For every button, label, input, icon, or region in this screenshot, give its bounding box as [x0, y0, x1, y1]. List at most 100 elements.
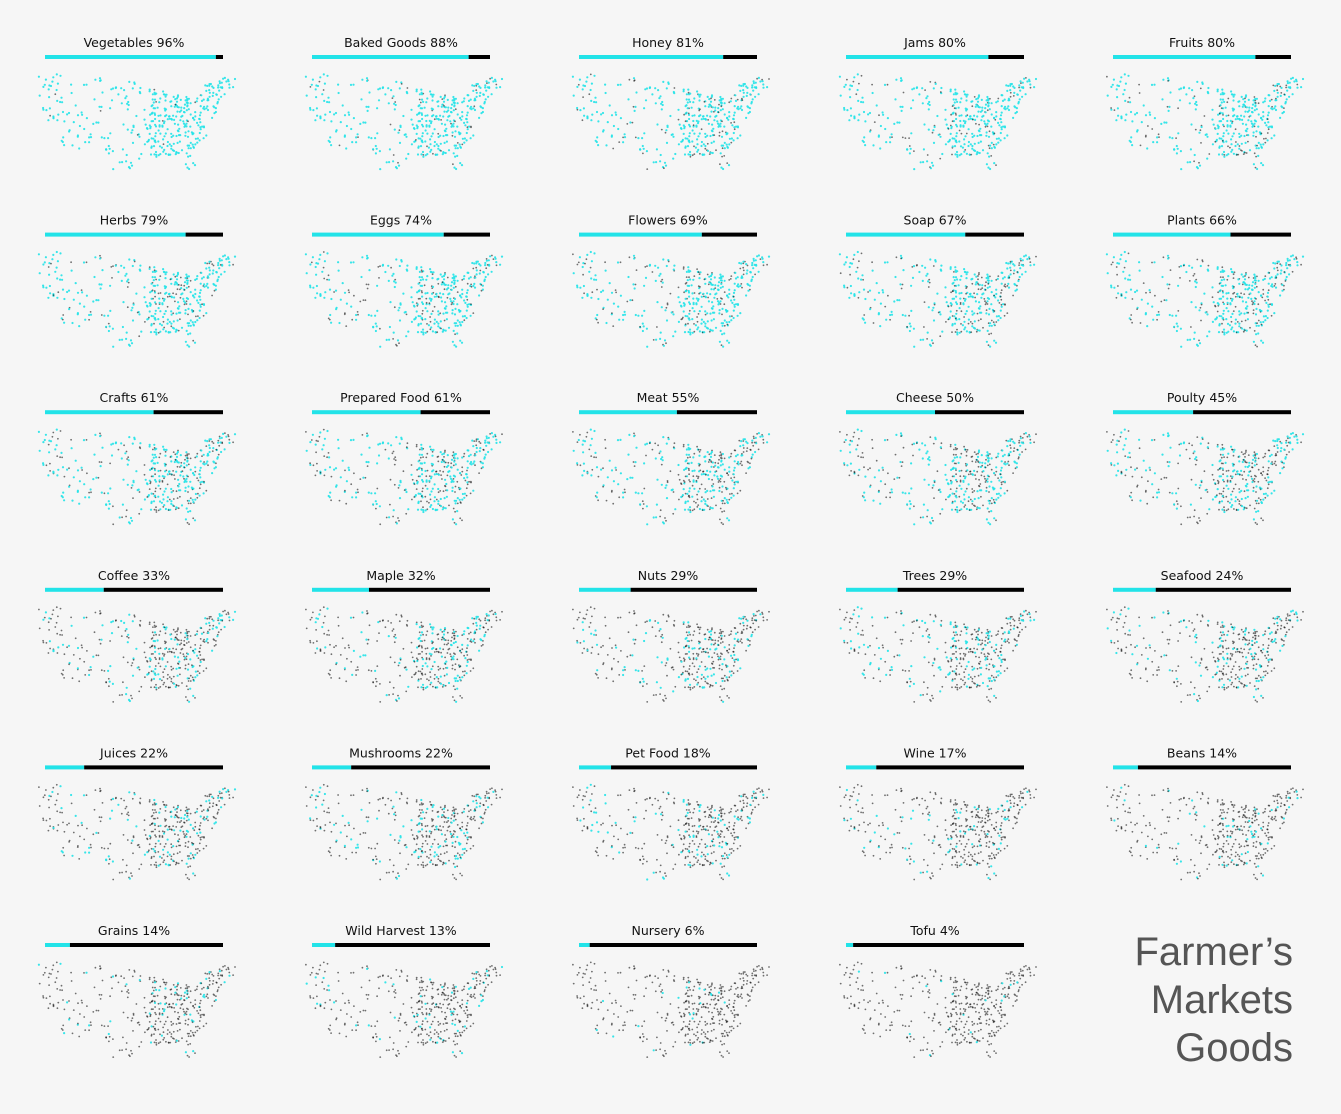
market-dot: [387, 87, 390, 90]
market-dot: [216, 457, 219, 460]
market-dot: [722, 167, 725, 171]
market-dot: [47, 443, 50, 446]
market-dot: [463, 477, 466, 480]
market-dot: [735, 125, 738, 128]
market-dot: [1165, 121, 1168, 124]
market-dot: [444, 151, 447, 155]
market-dot: [983, 122, 987, 125]
market-dot: [1232, 292, 1234, 295]
market-dot: [425, 278, 428, 281]
market-dot: [722, 144, 725, 147]
market-dot: [185, 273, 188, 276]
market-dot: [1190, 301, 1193, 304]
market-dot: [956, 153, 959, 156]
market-dot: [125, 450, 128, 453]
market-dot: [478, 272, 481, 275]
panel: Jams 80%: [838, 35, 1038, 171]
market-dot: [1255, 285, 1258, 288]
market-dot: [157, 318, 160, 321]
market-dot: [869, 130, 872, 133]
market-dot: [374, 322, 377, 325]
market-dot: [203, 283, 206, 286]
market-dot: [100, 314, 103, 316]
market-dot: [860, 278, 863, 281]
market-dot: [56, 82, 60, 85]
market-dot: [586, 294, 589, 297]
market-dot: [662, 80, 665, 83]
market-dot: [70, 438, 72, 441]
market-dot: [326, 278, 328, 281]
market-dot: [1286, 80, 1289, 83]
market-dot: [185, 300, 188, 303]
market-dot: [1194, 285, 1197, 289]
market-dot: [1270, 98, 1273, 101]
market-dot: [330, 321, 333, 324]
market-dot: [716, 122, 720, 125]
market-dot: [188, 523, 191, 526]
market-dot: [456, 457, 459, 460]
market-dot: [422, 155, 425, 158]
market-dot: [1238, 310, 1241, 313]
market-dot: [973, 292, 975, 295]
market-dot: [1281, 106, 1284, 109]
market-dot: [1284, 102, 1287, 105]
market-dot: [939, 157, 942, 160]
market-dot: [965, 292, 967, 295]
market-dot: [1033, 263, 1036, 266]
market-dot: [1029, 86, 1032, 89]
market-dot: [218, 82, 221, 85]
market-dot: [153, 322, 155, 325]
market-dot: [433, 318, 436, 321]
market-dot: [168, 473, 171, 475]
market-dot: [1139, 322, 1142, 324]
market-dot: [84, 141, 87, 144]
market-dot: [466, 469, 468, 472]
market-dot: [741, 286, 743, 289]
market-dot: [421, 135, 424, 138]
market-dot: [713, 296, 716, 299]
market-dot: [425, 297, 428, 300]
market-dot: [704, 135, 707, 139]
market-dot: [1127, 278, 1130, 281]
market-dot: [466, 289, 469, 292]
market-dot: [436, 153, 439, 156]
market-dot: [166, 128, 169, 131]
market-dot: [440, 474, 442, 476]
market-dot: [995, 115, 998, 118]
market-dot: [952, 276, 955, 279]
market-dot: [1166, 283, 1169, 286]
market-dot: [495, 86, 498, 89]
market-dot: [159, 452, 162, 455]
market-dot: [725, 143, 728, 146]
market-dot: [1266, 114, 1270, 117]
market-dot: [223, 270, 226, 273]
market-dot: [932, 87, 935, 90]
market-dot: [161, 302, 164, 305]
market-dot: [955, 135, 958, 138]
market-dot: [431, 450, 434, 453]
market-dot: [1157, 311, 1160, 313]
market-dot: [451, 134, 454, 137]
market-dot: [1245, 307, 1248, 310]
market-dot: [44, 78, 48, 81]
market-dot: [452, 163, 454, 166]
market-dot: [479, 86, 482, 89]
market-dot: [158, 456, 161, 459]
market-dot: [443, 319, 446, 322]
market-dot: [1148, 289, 1151, 292]
market-dot: [732, 139, 735, 142]
market-dot: [159, 132, 162, 135]
market-dot: [850, 84, 854, 88]
value-label: 61%: [141, 390, 169, 405]
market-dot: [1233, 286, 1235, 288]
market-dot: [1270, 125, 1273, 128]
market-dot: [67, 289, 71, 292]
market-dot: [1255, 155, 1257, 158]
market-dot: [1115, 266, 1118, 268]
market-dot: [1142, 104, 1145, 107]
market-dot: [440, 327, 442, 330]
market-dot: [891, 136, 893, 139]
market-dot: [1216, 267, 1219, 270]
market-dot: [162, 143, 165, 146]
market-dot: [451, 99, 454, 102]
